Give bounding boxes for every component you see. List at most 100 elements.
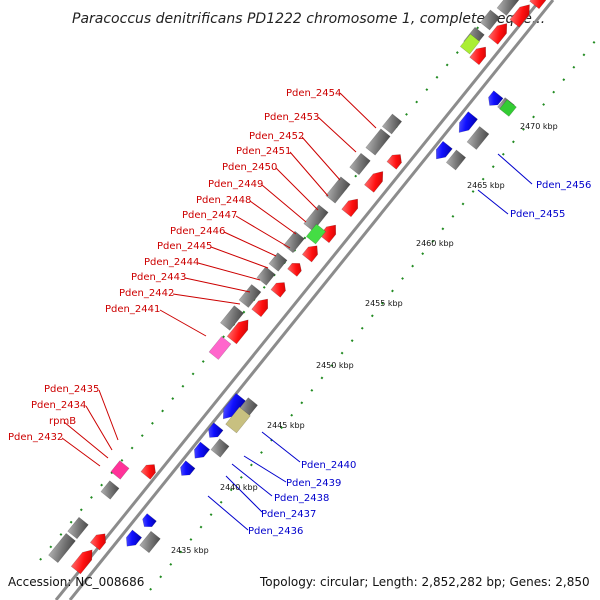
- tick-label: 2470 kbp: [520, 122, 558, 131]
- callout-lines: [61, 92, 533, 531]
- gene-block[interactable]: [445, 149, 467, 171]
- gene-arrow[interactable]: [219, 392, 246, 422]
- gene-labels-reverse[interactable]: Pden_2456 Pden_2455 Pden_2440 Pden_2439 …: [248, 180, 591, 537]
- callout-line: [261, 184, 307, 223]
- gene-arrow[interactable]: [319, 221, 341, 244]
- gene-label[interactable]: Pden_2456: [536, 180, 591, 191]
- gene-label[interactable]: Pden_2449: [208, 179, 263, 190]
- gene-arrow[interactable]: [454, 111, 478, 137]
- gene-label[interactable]: Pden_2438: [274, 493, 329, 504]
- callout-line: [61, 437, 101, 467]
- gene-label[interactable]: Pden_2445: [157, 241, 212, 252]
- gene-label[interactable]: Pden_2453: [264, 112, 319, 123]
- gene-arrow[interactable]: [177, 460, 196, 479]
- callout-line: [301, 136, 341, 181]
- gene-arrow[interactable]: [140, 461, 159, 480]
- gene-arrow[interactable]: [270, 279, 289, 298]
- gene-block[interactable]: [283, 230, 305, 254]
- gene-block[interactable]: [268, 252, 288, 272]
- gene-label[interactable]: Pden_2448: [196, 195, 251, 206]
- reverse-gene-features[interactable]: [122, 90, 517, 554]
- gene-block[interactable]: [110, 460, 130, 480]
- gene-arrow[interactable]: [251, 295, 273, 318]
- gene-labels-forward[interactable]: Pden_2454 Pden_2453 Pden_2452 Pden_2451 …: [8, 88, 341, 443]
- gene-arrow[interactable]: [509, 1, 534, 28]
- gene-arrow[interactable]: [205, 422, 224, 441]
- gene-label[interactable]: Pden_2455: [510, 209, 565, 220]
- gene-label[interactable]: Pden_2439: [286, 478, 341, 489]
- gene-block[interactable]: [225, 406, 251, 434]
- gene-block[interactable]: [208, 336, 232, 360]
- gene-arrow[interactable]: [226, 316, 253, 345]
- gene-label[interactable]: Pden_2436: [248, 526, 303, 537]
- gene-block[interactable]: [325, 176, 351, 204]
- gene-arrow[interactable]: [488, 20, 511, 45]
- gene-label[interactable]: Pden_2442: [119, 288, 174, 299]
- gene-block[interactable]: [256, 266, 276, 286]
- gene-label[interactable]: Pden_2446: [170, 226, 225, 237]
- callout-line: [235, 215, 291, 249]
- gene-label[interactable]: Pden_2450: [222, 162, 277, 173]
- gene-block[interactable]: [48, 532, 76, 564]
- tick-label: 2450 kbp: [316, 361, 354, 370]
- gene-arrow[interactable]: [529, 0, 551, 10]
- gene-arrow[interactable]: [89, 530, 109, 551]
- gene-block[interactable]: [305, 223, 327, 245]
- gene-block[interactable]: [381, 113, 403, 135]
- gene-arrow[interactable]: [122, 529, 143, 550]
- gene-block[interactable]: [100, 480, 120, 500]
- gene-label[interactable]: Pden_2435: [44, 384, 99, 395]
- gene-arrow[interactable]: [341, 195, 363, 218]
- gene-arrow[interactable]: [287, 260, 305, 277]
- gene-label[interactable]: Pden_2454: [286, 88, 341, 99]
- gene-arrow[interactable]: [432, 140, 453, 163]
- forward-gene-features[interactable]: [48, 0, 551, 575]
- callout-line: [289, 151, 329, 197]
- gene-arrow[interactable]: [386, 151, 405, 170]
- gene-label[interactable]: Pden_2440: [301, 460, 356, 471]
- gene-label[interactable]: Pden_2444: [144, 257, 199, 268]
- gene-label[interactable]: Pden_2451: [236, 146, 291, 157]
- gene-label[interactable]: Pden_2432: [8, 432, 63, 443]
- callout-line: [184, 277, 251, 293]
- gene-label[interactable]: Pden_2441: [105, 304, 160, 315]
- gene-block[interactable]: [303, 204, 329, 232]
- gene-arrow[interactable]: [190, 441, 211, 462]
- gene-label[interactable]: rpmB: [49, 416, 76, 427]
- inner-dotted-ring: [149, 34, 600, 591]
- gene-label[interactable]: Pden_2452: [249, 131, 304, 142]
- tick-label: 2455 kbp: [365, 299, 403, 308]
- tick-labels: 2435 kbp 2440 kbp 2445 kbp 2450 kbp 2455…: [171, 122, 558, 555]
- callout-line: [231, 463, 273, 497]
- gene-arrow[interactable]: [301, 242, 321, 263]
- gene-arrow[interactable]: [70, 546, 97, 575]
- callout-line: [261, 431, 301, 463]
- callout-line: [223, 231, 277, 257]
- gene-block[interactable]: [67, 516, 89, 540]
- gene-label[interactable]: Pden_2447: [182, 210, 237, 221]
- gene-arrow[interactable]: [469, 43, 491, 66]
- gene-block[interactable]: [496, 0, 520, 16]
- gene-block[interactable]: [210, 438, 230, 458]
- gene-block[interactable]: [220, 305, 244, 331]
- gene-arrow[interactable]: [140, 513, 157, 531]
- callout-line: [339, 92, 377, 129]
- gene-block[interactable]: [365, 128, 391, 156]
- callout-line: [197, 262, 261, 281]
- outer-dotted-ring: [39, 24, 481, 561]
- gene-block[interactable]: [349, 152, 371, 176]
- gene-block[interactable]: [466, 126, 490, 150]
- gene-label[interactable]: Pden_2443: [131, 272, 186, 283]
- gene-arrow[interactable]: [364, 168, 387, 193]
- gene-arrow[interactable]: [485, 90, 504, 109]
- gene-label[interactable]: Pden_2434: [31, 400, 86, 411]
- callout-line: [497, 153, 533, 185]
- gene-block[interactable]: [479, 9, 501, 31]
- gene-label[interactable]: Pden_2437: [261, 509, 316, 520]
- gene-block[interactable]: [238, 284, 262, 308]
- gene-block[interactable]: [459, 33, 481, 55]
- gene-block[interactable]: [499, 99, 517, 117]
- gene-block[interactable]: [139, 530, 161, 554]
- callout-line: [172, 293, 241, 305]
